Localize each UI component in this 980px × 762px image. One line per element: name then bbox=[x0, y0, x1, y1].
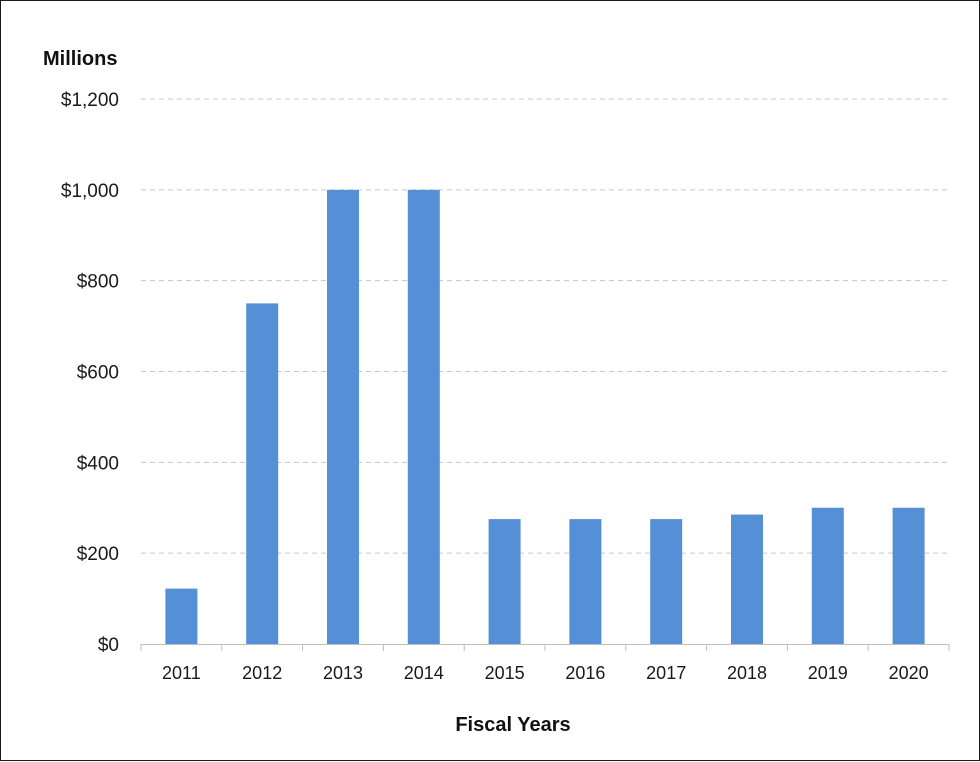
x-axis-title: Fiscal Years bbox=[455, 714, 570, 736]
bar-2012 bbox=[246, 303, 279, 644]
x-tick-label: 2020 bbox=[889, 663, 929, 683]
bar-2011 bbox=[165, 588, 198, 644]
bar-2014 bbox=[407, 189, 440, 645]
bar-2019 bbox=[811, 507, 844, 644]
bars bbox=[165, 189, 925, 645]
x-tick-label: 2014 bbox=[404, 663, 444, 683]
x-tick-label: 2017 bbox=[646, 663, 686, 683]
x-tick-label: 2019 bbox=[808, 663, 848, 683]
bar-2017 bbox=[650, 519, 683, 644]
x-tick-label: 2018 bbox=[727, 663, 767, 683]
bar-2018 bbox=[731, 514, 763, 644]
x-axis-tick-labels: 2011 2012 2013 2014 2015 2016 2017 2018 2019 2020 bbox=[162, 663, 929, 683]
x-axis bbox=[140, 644, 950, 651]
x-tick-label: 2016 bbox=[565, 663, 605, 683]
y-axis-tick-labels: $0 $200 $400 $600 $800 $1,000 $1,200 bbox=[61, 90, 119, 656]
bar-2015 bbox=[488, 519, 521, 644]
y-tick-label: $400 bbox=[77, 453, 119, 474]
x-tick-label: 2011 bbox=[162, 663, 201, 683]
x-tick-label: 2015 bbox=[485, 663, 525, 683]
y-tick-label: $600 bbox=[77, 363, 119, 384]
bar-2020 bbox=[892, 507, 925, 644]
y-tick-label: $200 bbox=[77, 544, 119, 565]
bar-2013 bbox=[327, 189, 359, 645]
y-units-label: Millions bbox=[43, 48, 117, 70]
y-tick-label: $800 bbox=[77, 272, 119, 293]
x-tick-label: 2013 bbox=[323, 663, 363, 683]
y-tick-label: $1,200 bbox=[61, 90, 119, 111]
x-tick-label: 2012 bbox=[242, 663, 282, 683]
y-tick-label: $1,000 bbox=[61, 181, 119, 202]
bar-2016 bbox=[569, 519, 602, 644]
y-tick-label: $0 bbox=[98, 635, 119, 656]
